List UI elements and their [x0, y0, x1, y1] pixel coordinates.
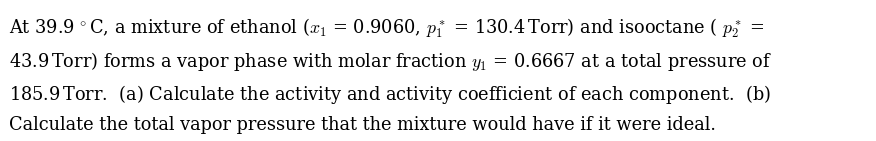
Text: 185.9$\,$Torr.  (a) Calculate the activity and activity coefficient of each comp: 185.9$\,$Torr. (a) Calculate the activit… [9, 83, 771, 106]
Text: Calculate the total vapor pressure that the mixture would have if it were ideal.: Calculate the total vapor pressure that … [9, 116, 716, 134]
Text: 43.9$\,$Torr) forms a vapor phase with molar fraction $y_1$ = 0.6667 at a total : 43.9$\,$Torr) forms a vapor phase with m… [9, 50, 772, 73]
Text: At 39.9$\,^\circ$C, a mixture of ethanol ($x_1$ = 0.9060, $p_1^*$ = 130.4$\,$Tor: At 39.9$\,^\circ$C, a mixture of ethanol… [9, 17, 765, 40]
